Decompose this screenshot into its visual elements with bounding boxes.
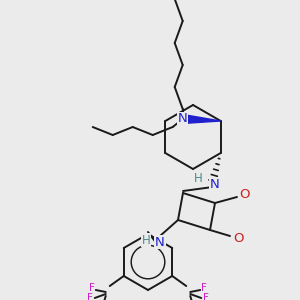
Text: H: H <box>142 233 150 247</box>
Text: F: F <box>87 293 93 300</box>
Text: O: O <box>240 188 250 202</box>
Text: O: O <box>233 232 243 244</box>
Text: N: N <box>178 112 188 125</box>
Text: N: N <box>210 178 220 191</box>
Text: F: F <box>201 283 207 293</box>
Text: F: F <box>203 293 209 300</box>
Text: N: N <box>155 236 165 248</box>
Text: F: F <box>89 283 95 293</box>
Polygon shape <box>182 115 221 124</box>
Text: H: H <box>194 172 203 185</box>
